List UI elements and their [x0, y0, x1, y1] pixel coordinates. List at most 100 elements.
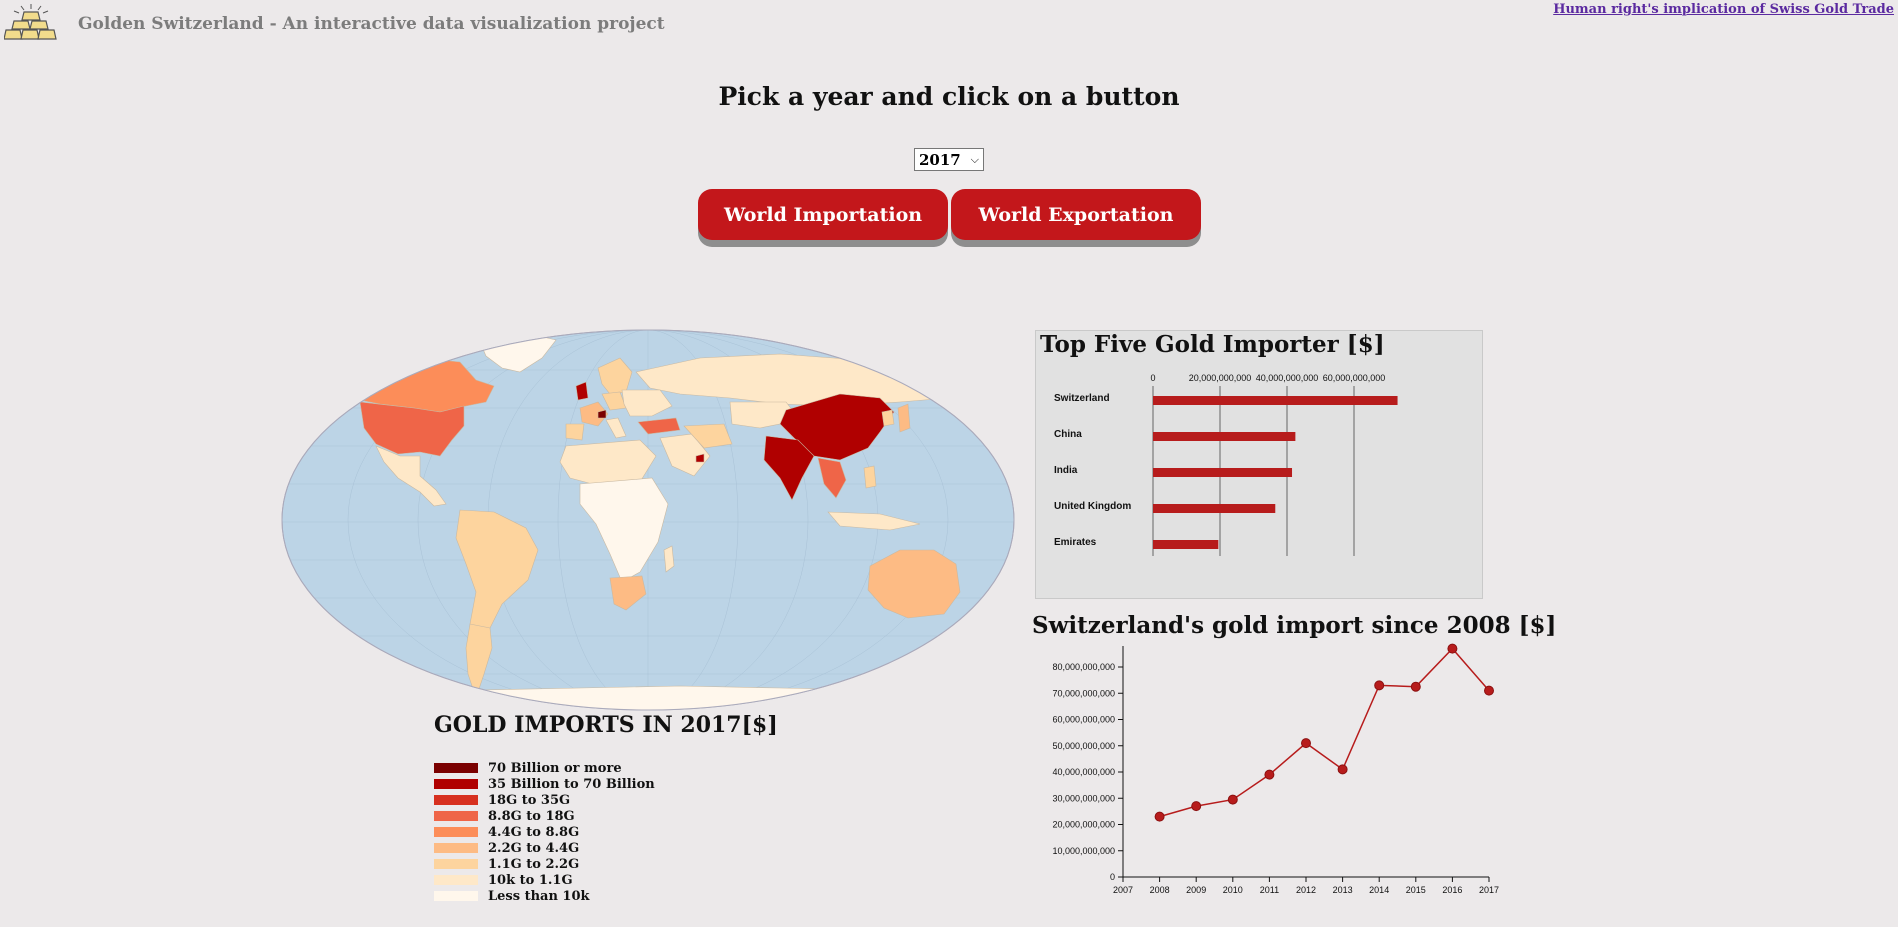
bar: [1153, 504, 1276, 513]
gold-bars-icon: [4, 4, 57, 40]
world-exportation-button[interactable]: World Exportation: [951, 189, 1201, 240]
country-new-zealand[interactable]: [979, 609, 993, 633]
data-point: [1154, 811, 1165, 822]
bar-x-tick-label: 20,000,000,000: [1189, 373, 1252, 383]
data-point: [1447, 643, 1458, 654]
data-point: [1264, 769, 1275, 780]
bar-x-tick-label: 40,000,000,000: [1256, 373, 1319, 383]
x-tick-label: 2009: [1186, 885, 1206, 895]
app-title: Golden Switzerland - An interactive data…: [78, 14, 665, 34]
legend-label: 1.1G to 2.2G: [488, 856, 580, 872]
legend-item: 10k to 1.1G: [434, 872, 655, 888]
bar-category-label: Emirates: [1054, 537, 1097, 548]
year-select-value: 2017: [919, 150, 961, 169]
legend-item: 1.1G to 2.2G: [434, 856, 655, 872]
country-italy[interactable]: [605, 417, 627, 439]
country-argentina[interactable]: [465, 623, 493, 699]
y-tick-label: 40,000,000,000: [1052, 767, 1115, 777]
country-indonesia[interactable]: [827, 511, 921, 531]
bar-category-label: China: [1054, 429, 1082, 440]
human-rights-link[interactable]: Human right's implication of Swiss Gold …: [1553, 2, 1894, 17]
legend-swatch: [434, 779, 478, 789]
country-australia[interactable]: [867, 549, 961, 619]
legend-label: 4.4G to 8.8G: [488, 824, 580, 840]
country-eastern-europe[interactable]: [621, 389, 673, 417]
x-tick-label: 2008: [1150, 885, 1170, 895]
data-point: [1484, 685, 1494, 696]
page-prompt: Pick a year and click on a button: [718, 82, 1180, 111]
bar-chart-title: Top Five Gold Importer [$]: [1040, 331, 1385, 358]
chevron-down-icon: ⌵: [970, 152, 979, 166]
country-arabia[interactable]: [659, 433, 711, 477]
legend-item: 70 Billion or more: [434, 760, 655, 776]
y-tick-label: 0: [1110, 872, 1115, 882]
year-select[interactable]: 2017 ⌵: [914, 148, 984, 171]
legend-item: 35 Billion to 70 Billion: [434, 776, 655, 792]
y-tick-label: 20,000,000,000: [1052, 820, 1115, 830]
country-japan[interactable]: [897, 403, 911, 433]
data-point: [1227, 794, 1238, 805]
x-tick-label: 2011: [1260, 885, 1279, 895]
line-chart-title: Switzerland's gold import since 2008 [$]: [1032, 612, 1557, 639]
legend-swatch: [434, 795, 478, 805]
top-importer-panel: Top Five Gold Importer [$] 0 20,000,000,0…: [1035, 330, 1483, 599]
country-uae[interactable]: [695, 453, 705, 463]
y-tick-label: 10,000,000,000: [1052, 846, 1115, 856]
world-importation-button[interactable]: World Importation: [698, 189, 948, 240]
x-tick-label: 2012: [1296, 885, 1316, 895]
series-line: [1159, 647, 1490, 818]
y-tick-label: 60,000,000,000: [1052, 715, 1115, 725]
legend-swatch: [434, 891, 478, 901]
country-switzerland[interactable]: [597, 409, 607, 419]
country-mexico[interactable]: [375, 445, 447, 507]
legend-label: 18G to 35G: [488, 792, 571, 808]
legend-swatch: [434, 843, 478, 853]
world-map: [280, 328, 1016, 712]
x-tick-label: 2014: [1369, 885, 1389, 895]
x-tick-label: 2016: [1442, 885, 1462, 895]
country-iran[interactable]: [683, 423, 733, 449]
country-india[interactable]: [763, 435, 815, 501]
legend-label: 10k to 1.1G: [488, 872, 573, 888]
x-tick-label: 2017: [1479, 885, 1499, 895]
country-south-africa[interactable]: [609, 575, 647, 611]
bar: [1153, 468, 1293, 477]
legend-label: 35 Billion to 70 Billion: [488, 776, 655, 792]
legend-item: Less than 10k: [434, 888, 655, 904]
country-china[interactable]: [779, 393, 895, 461]
x-tick-label: 2013: [1333, 885, 1353, 895]
map-legend: 70 Billion or more 35 Billion to 70 Bill…: [434, 760, 655, 904]
country-antarctica[interactable]: [379, 685, 941, 712]
data-point: [1191, 801, 1202, 812]
legend-item: 2.2G to 4.4G: [434, 840, 655, 856]
legend-item: 4.4G to 8.8G: [434, 824, 655, 840]
x-tick-label: 2007: [1113, 885, 1133, 895]
legend-item: 18G to 35G: [434, 792, 655, 808]
country-france[interactable]: [579, 401, 609, 427]
legend-label: 2.2G to 4.4G: [488, 840, 580, 856]
country-usa[interactable]: [359, 401, 465, 457]
bar-category-label: India: [1054, 465, 1078, 476]
legend-swatch: [434, 763, 478, 773]
country-turkey[interactable]: [637, 417, 681, 435]
y-tick-label: 70,000,000,000: [1052, 688, 1115, 698]
country-spain[interactable]: [565, 423, 585, 441]
bar: [1153, 396, 1398, 405]
country-madagascar[interactable]: [663, 545, 675, 573]
x-tick-label: 2010: [1223, 885, 1243, 895]
data-point: [1301, 738, 1311, 749]
country-southeast-asia[interactable]: [817, 457, 847, 499]
legend-swatch: [434, 875, 478, 885]
top-importer-chart: 0 20,000,000,000 40,000,000,000 60,000,000,…: [1054, 373, 1398, 556]
bar: [1153, 540, 1219, 549]
data-point: [1374, 680, 1385, 691]
legend-swatch: [434, 811, 478, 821]
country-uk[interactable]: [575, 381, 589, 401]
data-point: [1337, 764, 1348, 775]
legend-swatch: [434, 859, 478, 869]
country-philippines[interactable]: [863, 465, 877, 489]
country-korea[interactable]: [881, 409, 895, 427]
bar: [1153, 432, 1296, 441]
y-tick-label: 30,000,000,000: [1052, 793, 1115, 803]
legend-swatch: [434, 827, 478, 837]
